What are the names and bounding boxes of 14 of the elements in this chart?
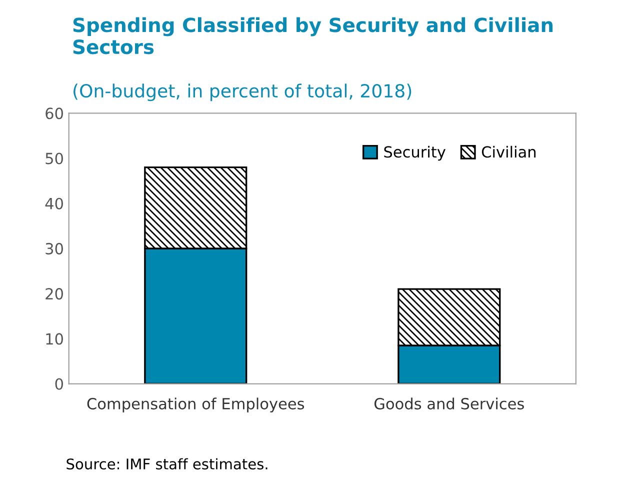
y-tick-label: 20 [46, 288, 63, 300]
y-tick-label: 40 [45, 198, 63, 210]
y-tick-label: 30 [46, 242, 63, 254]
legend-label: Civilian [482, 146, 536, 158]
source-note: Source: IMF staff estimates. [66, 458, 268, 470]
y-tick-label: 0 [55, 378, 63, 390]
legend-label: Security [384, 146, 446, 161]
chart-title: Spending Classified by Security and Civilian Sectors [73, 17, 553, 54]
y-tick-label: 60 [46, 108, 63, 120]
y-tick-label: 50 [46, 152, 63, 164]
y-tick-label: 10 [46, 333, 63, 345]
chart-subtitle: (On-budget, in percent of total, 2018) [74, 84, 412, 102]
x-tick-label: Goods and Services [374, 398, 524, 410]
x-tick-label: Compensation of Employees [87, 398, 304, 412]
